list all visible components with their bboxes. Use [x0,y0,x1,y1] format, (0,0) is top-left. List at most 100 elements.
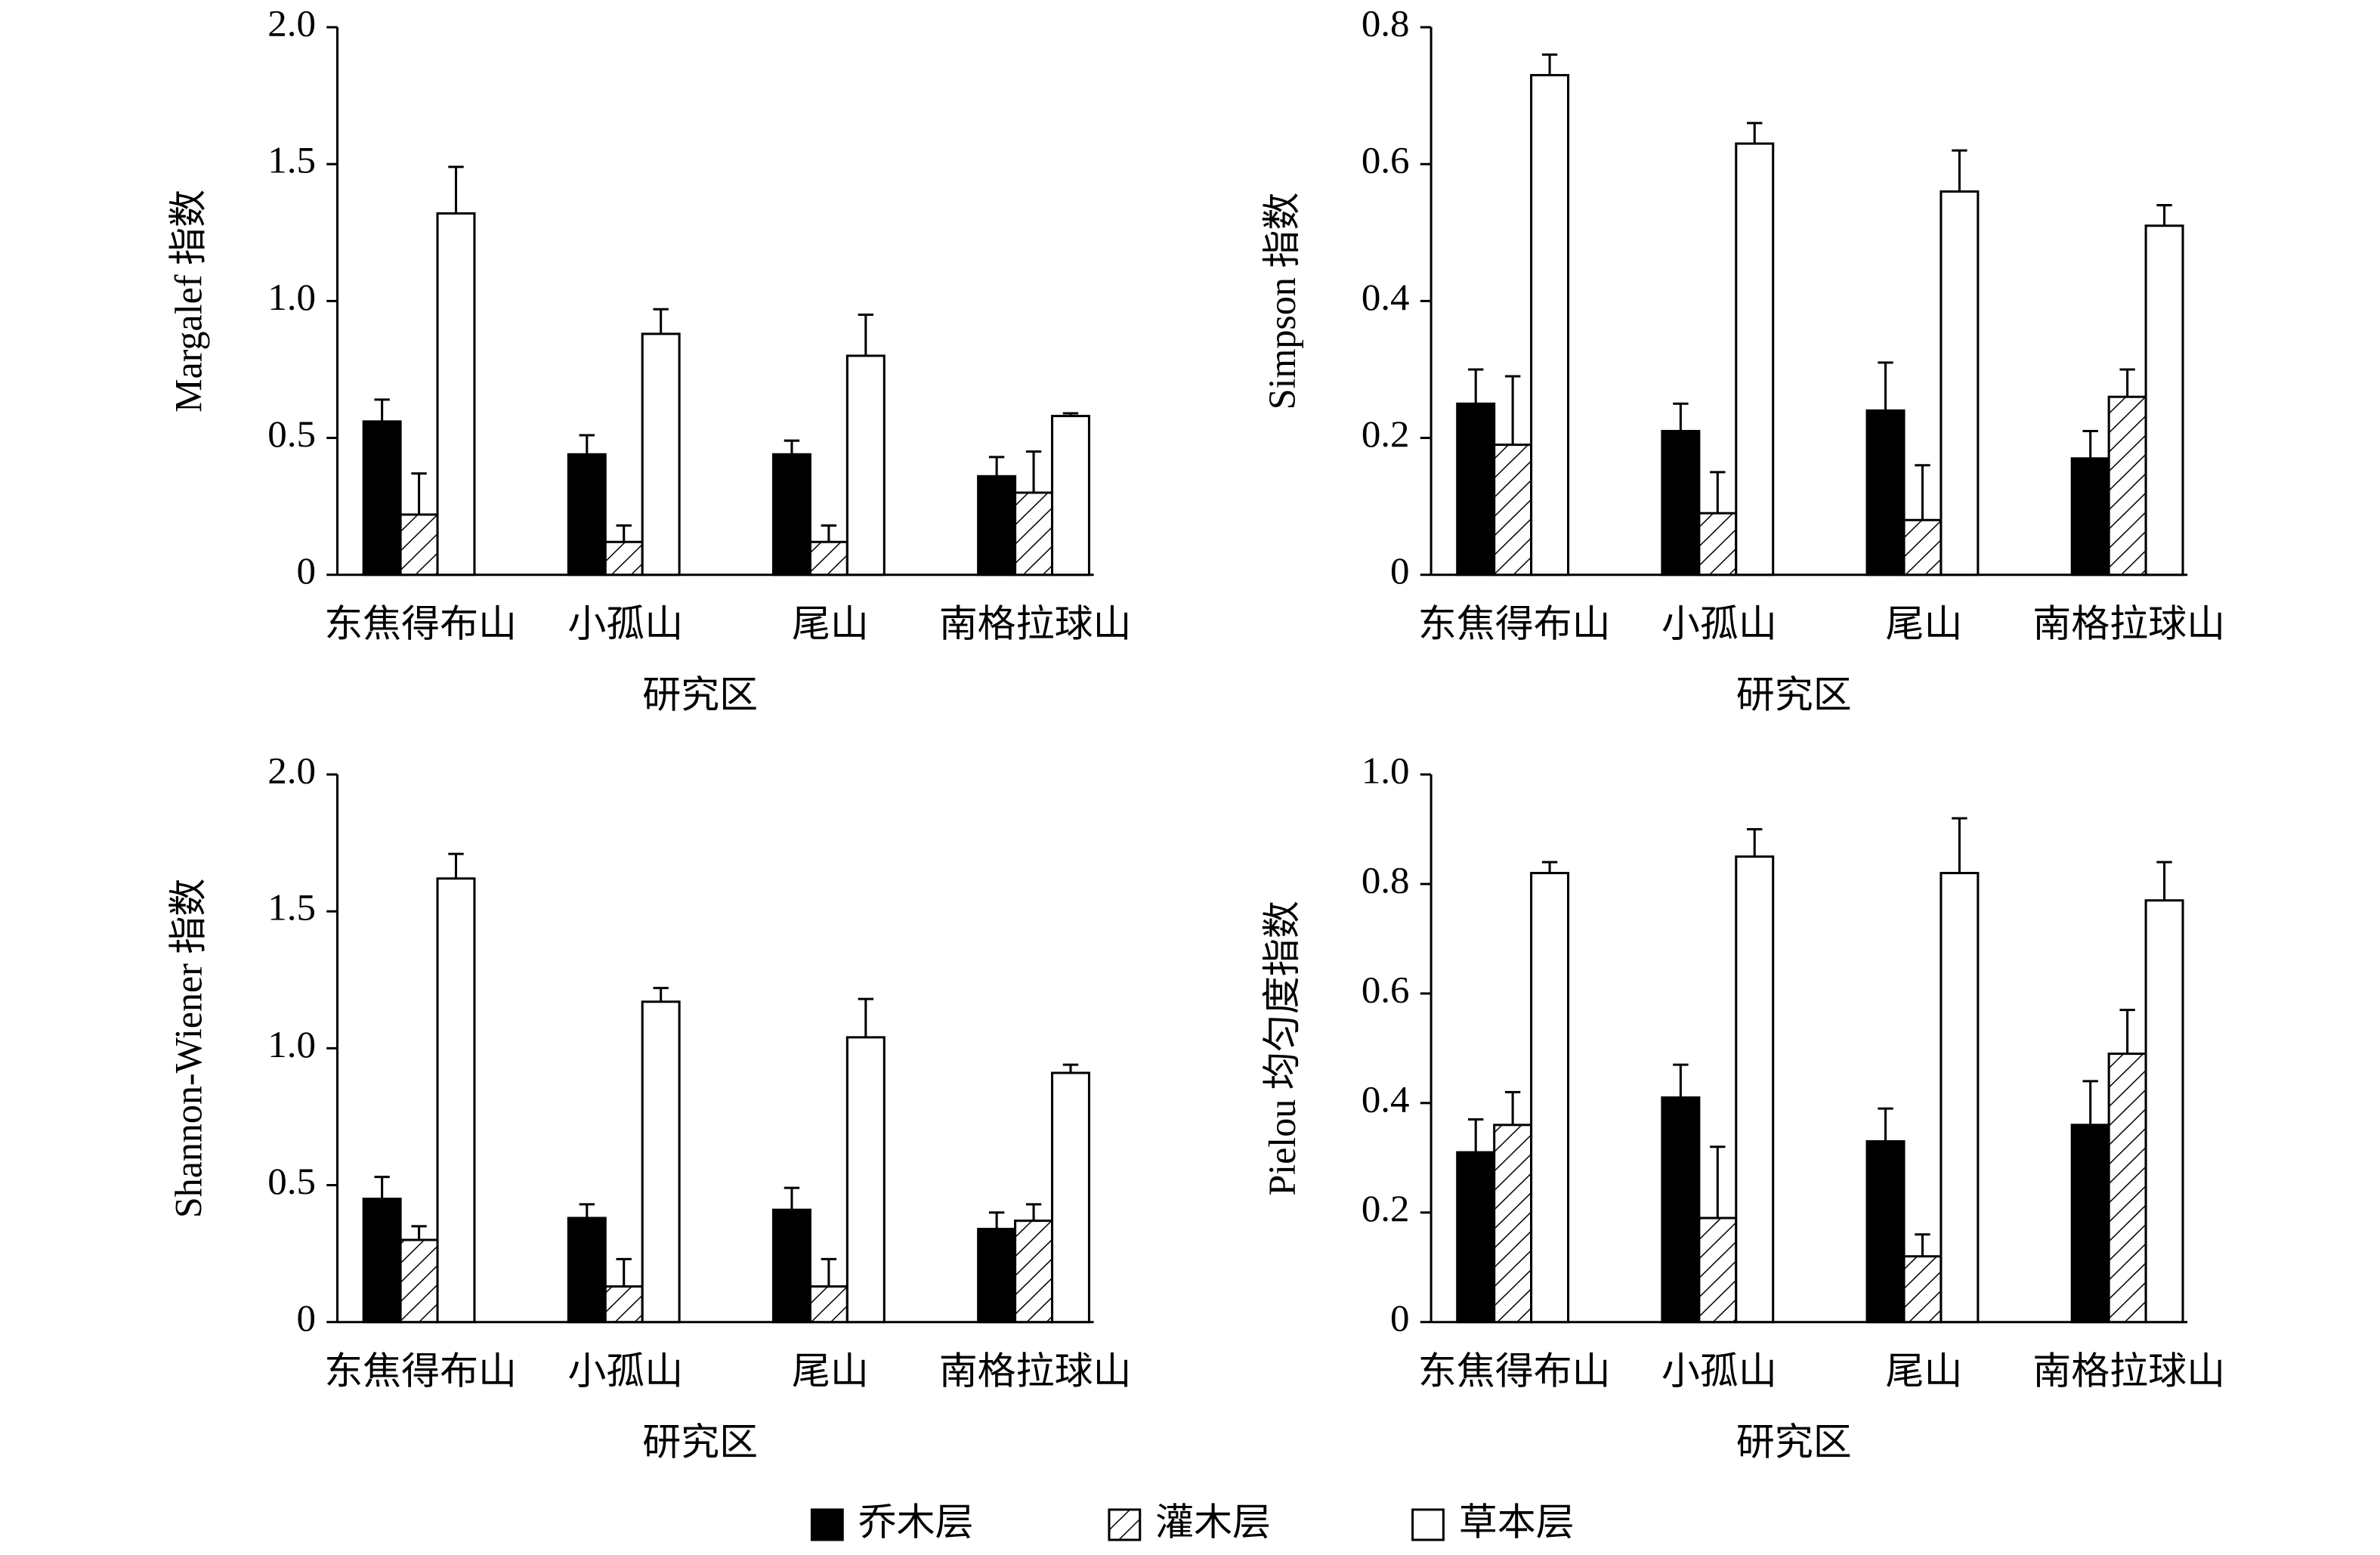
bar [1698,512,1738,577]
bar [1865,409,1906,577]
y-tick-label: 0.5 [267,413,316,454]
bar [771,1208,811,1324]
x-tick-label: 尾山 [792,1350,869,1392]
x-tick-label: 小孤山 [567,603,683,645]
x-tick-label: 小孤山 [1661,603,1777,645]
bar [436,877,476,1324]
y-tick-label: 0 [296,550,315,592]
x-tick-label: 南格拉球山 [2032,603,2225,645]
y-tick-label: 0.5 [267,1160,316,1201]
y-axis-title: Pielou 均匀度指数 [1261,901,1304,1196]
bar [362,1198,402,1324]
bar [1698,1216,1738,1324]
bar [1050,1071,1090,1324]
bar [808,1285,848,1324]
bar [1902,1255,1943,1324]
x-tick-label: 小孤山 [567,1350,683,1392]
bar [567,453,607,577]
bar [1050,415,1090,577]
y-tick-label: 1.0 [267,1023,316,1065]
x-axis-title: 研究区 [642,674,758,716]
y-tick-label: 2.0 [267,2,316,44]
x-tick-label: 南格拉球山 [939,603,1132,645]
bar [399,1238,439,1324]
x-tick-label: 尾山 [1886,603,1963,645]
bar [1456,402,1496,577]
bar [1735,142,1775,577]
y-axis-title: Shannon-Wiener 指数 [167,879,210,1219]
x-tick-label: 南格拉球山 [2032,1350,2225,1392]
y-tick-label: 0 [1390,1297,1409,1339]
legend-label: 灌木层 [1155,1501,1271,1543]
y-axis-title: Simpson 指数 [1261,193,1304,410]
y-tick-label: 0.4 [1362,1078,1410,1120]
y-tick-label: 0.8 [1362,859,1410,901]
x-tick-label: 东焦得布山 [324,603,517,645]
bar [1456,1151,1496,1324]
y-tick-label: 1.5 [267,886,316,928]
y-tick-label: 0.8 [1362,2,1410,44]
bar [1661,1096,1701,1324]
bar [2144,899,2184,1324]
y-tick-label: 0.2 [1362,413,1410,454]
bar [1014,1220,1054,1324]
bar [2070,1124,2110,1324]
x-axis-title: 研究区 [642,1421,758,1463]
bar [2107,395,2147,577]
x-axis-title: 研究区 [1736,1421,1852,1463]
legend-swatch [810,1508,844,1541]
y-tick-label: 0.2 [1362,1188,1410,1229]
bar [567,1216,607,1324]
bar [1530,73,1570,577]
x-tick-label: 东焦得布山 [324,1350,517,1392]
y-tick-label: 0 [1390,550,1409,592]
bar [2107,1053,2147,1324]
y-tick-label: 1.0 [267,276,316,317]
x-tick-label: 尾山 [792,603,869,645]
bar [641,332,681,577]
legend-label: 草本层 [1459,1501,1575,1543]
bar [977,475,1017,577]
bar [399,513,439,577]
y-axis-title: Margalef 指数 [167,190,210,413]
y-tick-label: 0.6 [1362,969,1410,1010]
bar [845,1036,886,1324]
bar [1940,190,1980,577]
legend-swatch [1411,1508,1445,1541]
y-tick-label: 1.0 [1362,750,1410,791]
bar [1661,430,1701,577]
x-tick-label: 小孤山 [1661,1350,1777,1392]
y-tick-label: 0.4 [1362,276,1410,317]
x-tick-label: 尾山 [1886,1350,1963,1392]
bar [771,453,811,577]
bar [977,1227,1017,1324]
y-tick-label: 2.0 [267,750,316,791]
bar [362,420,402,577]
bar [2070,457,2110,577]
bar [2144,224,2184,577]
bar [1530,871,1570,1324]
y-tick-label: 0 [296,1297,315,1339]
bar [604,1285,644,1324]
y-tick-label: 1.5 [267,139,316,181]
bar [436,212,476,577]
bar [1493,1124,1533,1324]
y-tick-label: 0.6 [1362,139,1410,181]
x-axis-title: 研究区 [1736,674,1852,716]
bar [845,354,886,577]
bar [1493,444,1533,577]
x-tick-label: 东焦得布山 [1418,603,1611,645]
bar [808,540,848,577]
legend-label: 乔木层 [858,1501,974,1543]
bar [1014,491,1054,577]
bar [641,1000,681,1324]
bar [1735,855,1775,1324]
x-tick-label: 南格拉球山 [939,1350,1132,1392]
bar [604,540,644,577]
x-tick-label: 东焦得布山 [1418,1350,1611,1392]
bar [1865,1140,1906,1324]
legend-swatch [1108,1508,1142,1541]
bar [1902,518,1943,577]
